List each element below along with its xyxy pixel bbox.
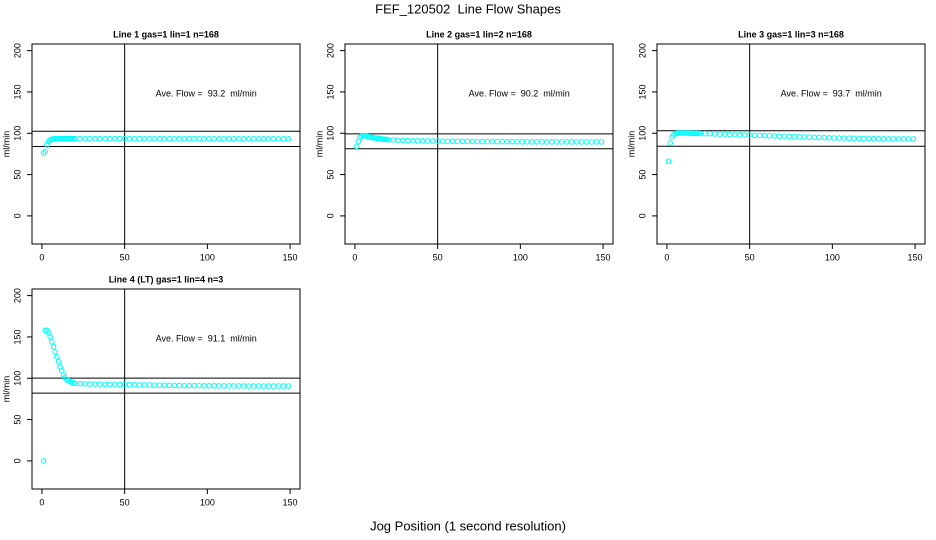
- y-tick-label: 100: [12, 126, 22, 141]
- y-tick-label: 50: [637, 170, 647, 180]
- x-tick-label: 50: [745, 252, 755, 262]
- point: [695, 130, 702, 137]
- y-tick-label: 150: [325, 84, 335, 99]
- point: [285, 383, 292, 389]
- annotation: Ave. Flow = 91.1 ml/min: [156, 333, 257, 343]
- y-tick-label: 0: [637, 213, 647, 218]
- x-tick-label: 100: [200, 497, 215, 507]
- y-tick-label: 200: [325, 43, 335, 58]
- x-tick-label: 50: [120, 497, 130, 507]
- x-tick-label: 100: [825, 252, 840, 262]
- y-tick-label: 200: [12, 288, 22, 303]
- x-tick-label: 150: [596, 252, 611, 262]
- x-tick-label: 0: [39, 252, 44, 262]
- y-tick-label: 50: [12, 415, 22, 425]
- y-tick-label: 100: [12, 371, 22, 386]
- x-tick-label: 100: [513, 252, 528, 262]
- x-tick-label: 50: [120, 252, 130, 262]
- y-tick-label: 0: [12, 213, 22, 218]
- x-tick-label: 0: [39, 497, 44, 507]
- x-tick-label: 150: [283, 497, 298, 507]
- y-axis-label: ml/min: [314, 131, 324, 158]
- y-axis-label: ml/min: [1, 376, 11, 403]
- y-tick-label: 150: [12, 329, 22, 344]
- point: [70, 135, 77, 142]
- panel: Line 4 (LT) gas=1 lin=4 n=3 ml/min 0 50 100 1…: [1, 274, 301, 507]
- y-tick-label: 200: [12, 43, 22, 58]
- plot-frame: [31, 288, 301, 490]
- x-tick-label: 100: [200, 252, 215, 262]
- y-tick-label: 100: [637, 126, 647, 141]
- point: [49, 339, 55, 345]
- x-tick-label: 0: [352, 252, 357, 262]
- panel-title: Line 4 (LT) gas=1 lin=4 n=3: [109, 274, 224, 284]
- point: [55, 358, 62, 365]
- y-axis-label: ml/min: [1, 131, 11, 158]
- plot-frame: [31, 43, 301, 245]
- panel-title: Line 2 gas=1 lin=2 n=168: [426, 29, 532, 39]
- point: [285, 135, 292, 142]
- figure-title: FEF_120502 Line Flow Shapes: [375, 1, 561, 16]
- point: [40, 150, 47, 156]
- panel: Line 2 gas=1 lin=2 n=168 ml/min 0 50 100 150 2…: [314, 29, 614, 262]
- point: [42, 148, 49, 155]
- panel-title: Line 3 gas=1 lin=3 n=168: [738, 29, 844, 39]
- point: [68, 135, 75, 142]
- x-tick-label: 0: [664, 252, 669, 262]
- x-tick-label: 150: [908, 252, 923, 262]
- panel-title: Line 1 gas=1 lin=1 n=168: [113, 29, 219, 39]
- point: [353, 143, 360, 150]
- point: [52, 349, 58, 355]
- y-axis-label: ml/min: [626, 131, 636, 158]
- y-tick-label: 150: [12, 84, 22, 99]
- point: [47, 334, 53, 340]
- annotation: Ave. Flow = 93.7 ml/min: [781, 88, 882, 98]
- annotation: Ave. Flow = 93.2 ml/min: [156, 88, 257, 98]
- x-axis-label: Jog Position (1 second resolution): [370, 518, 566, 533]
- point: [665, 158, 672, 165]
- point: [54, 353, 60, 360]
- y-tick-label: 50: [12, 170, 22, 180]
- point: [910, 136, 917, 142]
- plot-frame: [344, 43, 614, 245]
- y-tick-label: 100: [325, 126, 335, 141]
- point: [667, 140, 674, 146]
- y-tick-label: 200: [637, 43, 647, 58]
- y-tick-label: 0: [12, 458, 22, 463]
- point: [598, 139, 605, 145]
- x-tick-label: 50: [433, 252, 443, 262]
- y-tick-label: 0: [325, 213, 335, 218]
- plot-frame: [656, 43, 926, 245]
- panel: Line 3 gas=1 lin=3 n=168 ml/min 0 50 100 150 2…: [626, 29, 926, 262]
- panel: Line 1 gas=1 lin=1 n=168 ml/min 0 50 100 150 2…: [1, 29, 301, 262]
- y-tick-label: 50: [325, 170, 335, 180]
- point: [40, 458, 47, 464]
- y-tick-label: 150: [637, 84, 647, 99]
- x-tick-label: 150: [283, 252, 298, 262]
- annotation: Ave. Flow = 90.2 ml/min: [469, 88, 570, 98]
- point: [50, 344, 57, 350]
